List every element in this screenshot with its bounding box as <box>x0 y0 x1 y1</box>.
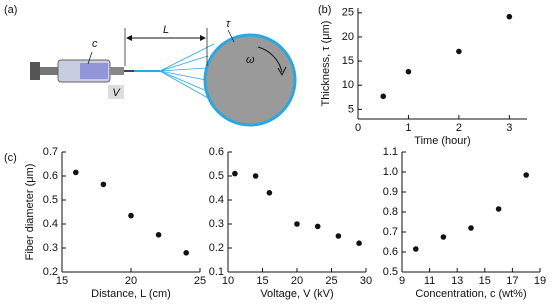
point <box>413 246 419 252</box>
point <box>335 233 342 239</box>
rotation-arrow <box>257 46 283 73</box>
fiber-fan <box>159 43 216 103</box>
y-tick-label: 0.9 <box>383 186 398 198</box>
panel-label: (a) <box>4 4 17 16</box>
x-tick-label: 25 <box>194 275 206 287</box>
y-tick-label: 15 <box>342 55 354 67</box>
y-tick-label: 0.7 <box>43 146 58 158</box>
y-tick-label: 20 <box>342 31 354 43</box>
y-tick-label: 0.8 <box>383 206 398 218</box>
y-axis-label: Thickness, τ (μm) <box>320 21 332 107</box>
y-tick-label: 25 <box>342 7 354 19</box>
x-tick-label: 3 <box>506 122 512 134</box>
y-tick-label: 0.6 <box>209 146 224 158</box>
schematic: c L τ ω V <box>30 18 297 127</box>
point <box>405 68 412 75</box>
y-tick-label: 1.0 <box>383 166 398 178</box>
y-tick-label: 0.4 <box>43 218 58 230</box>
panel-label: (b) <box>318 4 331 16</box>
y-tick-label: 0.3 <box>43 242 58 254</box>
point <box>506 13 513 20</box>
point <box>380 93 387 100</box>
point <box>523 172 529 178</box>
y-tick-label: 1.1 <box>383 146 398 158</box>
y-axis-label: Fiber diameter (μm) <box>24 164 36 261</box>
drum <box>203 33 297 127</box>
plunger-rod <box>40 67 60 75</box>
point <box>495 206 502 212</box>
point <box>440 234 447 240</box>
x-tick-label: 10 <box>222 275 234 287</box>
x-axis-label: Concentration, c (wt%) <box>415 288 526 300</box>
leader <box>227 29 235 43</box>
y-tick-label: 5 <box>348 103 354 115</box>
syringe-tip <box>110 67 124 75</box>
point <box>266 190 273 196</box>
x-tick-label: 17 <box>506 275 518 287</box>
voltage-box <box>108 85 124 99</box>
x-tick-label: 19 <box>534 275 546 287</box>
label-v: V <box>112 87 121 99</box>
x-tick-label: 15 <box>56 275 68 287</box>
y-tick-label: 0.6 <box>43 170 58 182</box>
point <box>294 221 300 227</box>
label-c: c <box>92 38 98 50</box>
panel-label: (c) <box>4 152 17 164</box>
y-tick-label: 0.5 <box>43 194 58 206</box>
point <box>155 232 162 238</box>
x-tick-label: 15 <box>256 275 268 287</box>
label-omega: ω <box>246 54 255 66</box>
label-tau: τ <box>226 18 231 30</box>
plunger-end <box>30 62 40 80</box>
y-tick-label: 0.5 <box>209 170 224 182</box>
x-tick-label: 15 <box>479 275 491 287</box>
y-tick-label: 10 <box>342 79 354 91</box>
point <box>100 181 107 188</box>
y-tick-label: 0.7 <box>383 226 398 238</box>
x-tick-label: 20 <box>125 275 137 287</box>
point <box>128 212 134 219</box>
x-tick-label: 1 <box>405 122 411 134</box>
y-tick-label: 0.2 <box>43 266 58 278</box>
arrowhead <box>277 66 287 77</box>
x-tick-label: 0 <box>355 122 361 134</box>
point <box>183 250 189 256</box>
y-tick-label: 0.5 <box>383 266 398 278</box>
x-tick-label: 2 <box>456 122 462 134</box>
x-axis-label: Voltage, V (kV) <box>260 288 333 300</box>
x-tick-label: 11 <box>424 275 435 287</box>
y-tick-label: 0.4 <box>209 194 224 206</box>
point <box>314 223 321 230</box>
x-tick-label: 25 <box>325 275 337 287</box>
y-tick-label: 0.6 <box>383 246 398 258</box>
y-tick-label: 0.3 <box>209 218 224 230</box>
x-axis-label: Distance, L (cm) <box>91 288 171 300</box>
point <box>252 173 259 179</box>
x-tick-label: 30 <box>360 275 372 287</box>
x-tick-label: 13 <box>451 275 463 287</box>
x-tick-label: 20 <box>291 275 303 287</box>
y-tick-label: 0.1 <box>209 266 224 278</box>
x-tick-label: 9 <box>399 275 405 287</box>
point <box>73 169 79 176</box>
point <box>356 240 362 246</box>
point <box>468 225 474 231</box>
solution <box>80 63 108 79</box>
point <box>456 48 462 55</box>
point <box>232 170 238 177</box>
label-l: L <box>163 24 169 36</box>
leader <box>87 51 93 65</box>
x-axis-label: Time (hour) <box>414 135 470 147</box>
y-tick-label: 0.2 <box>209 242 224 254</box>
